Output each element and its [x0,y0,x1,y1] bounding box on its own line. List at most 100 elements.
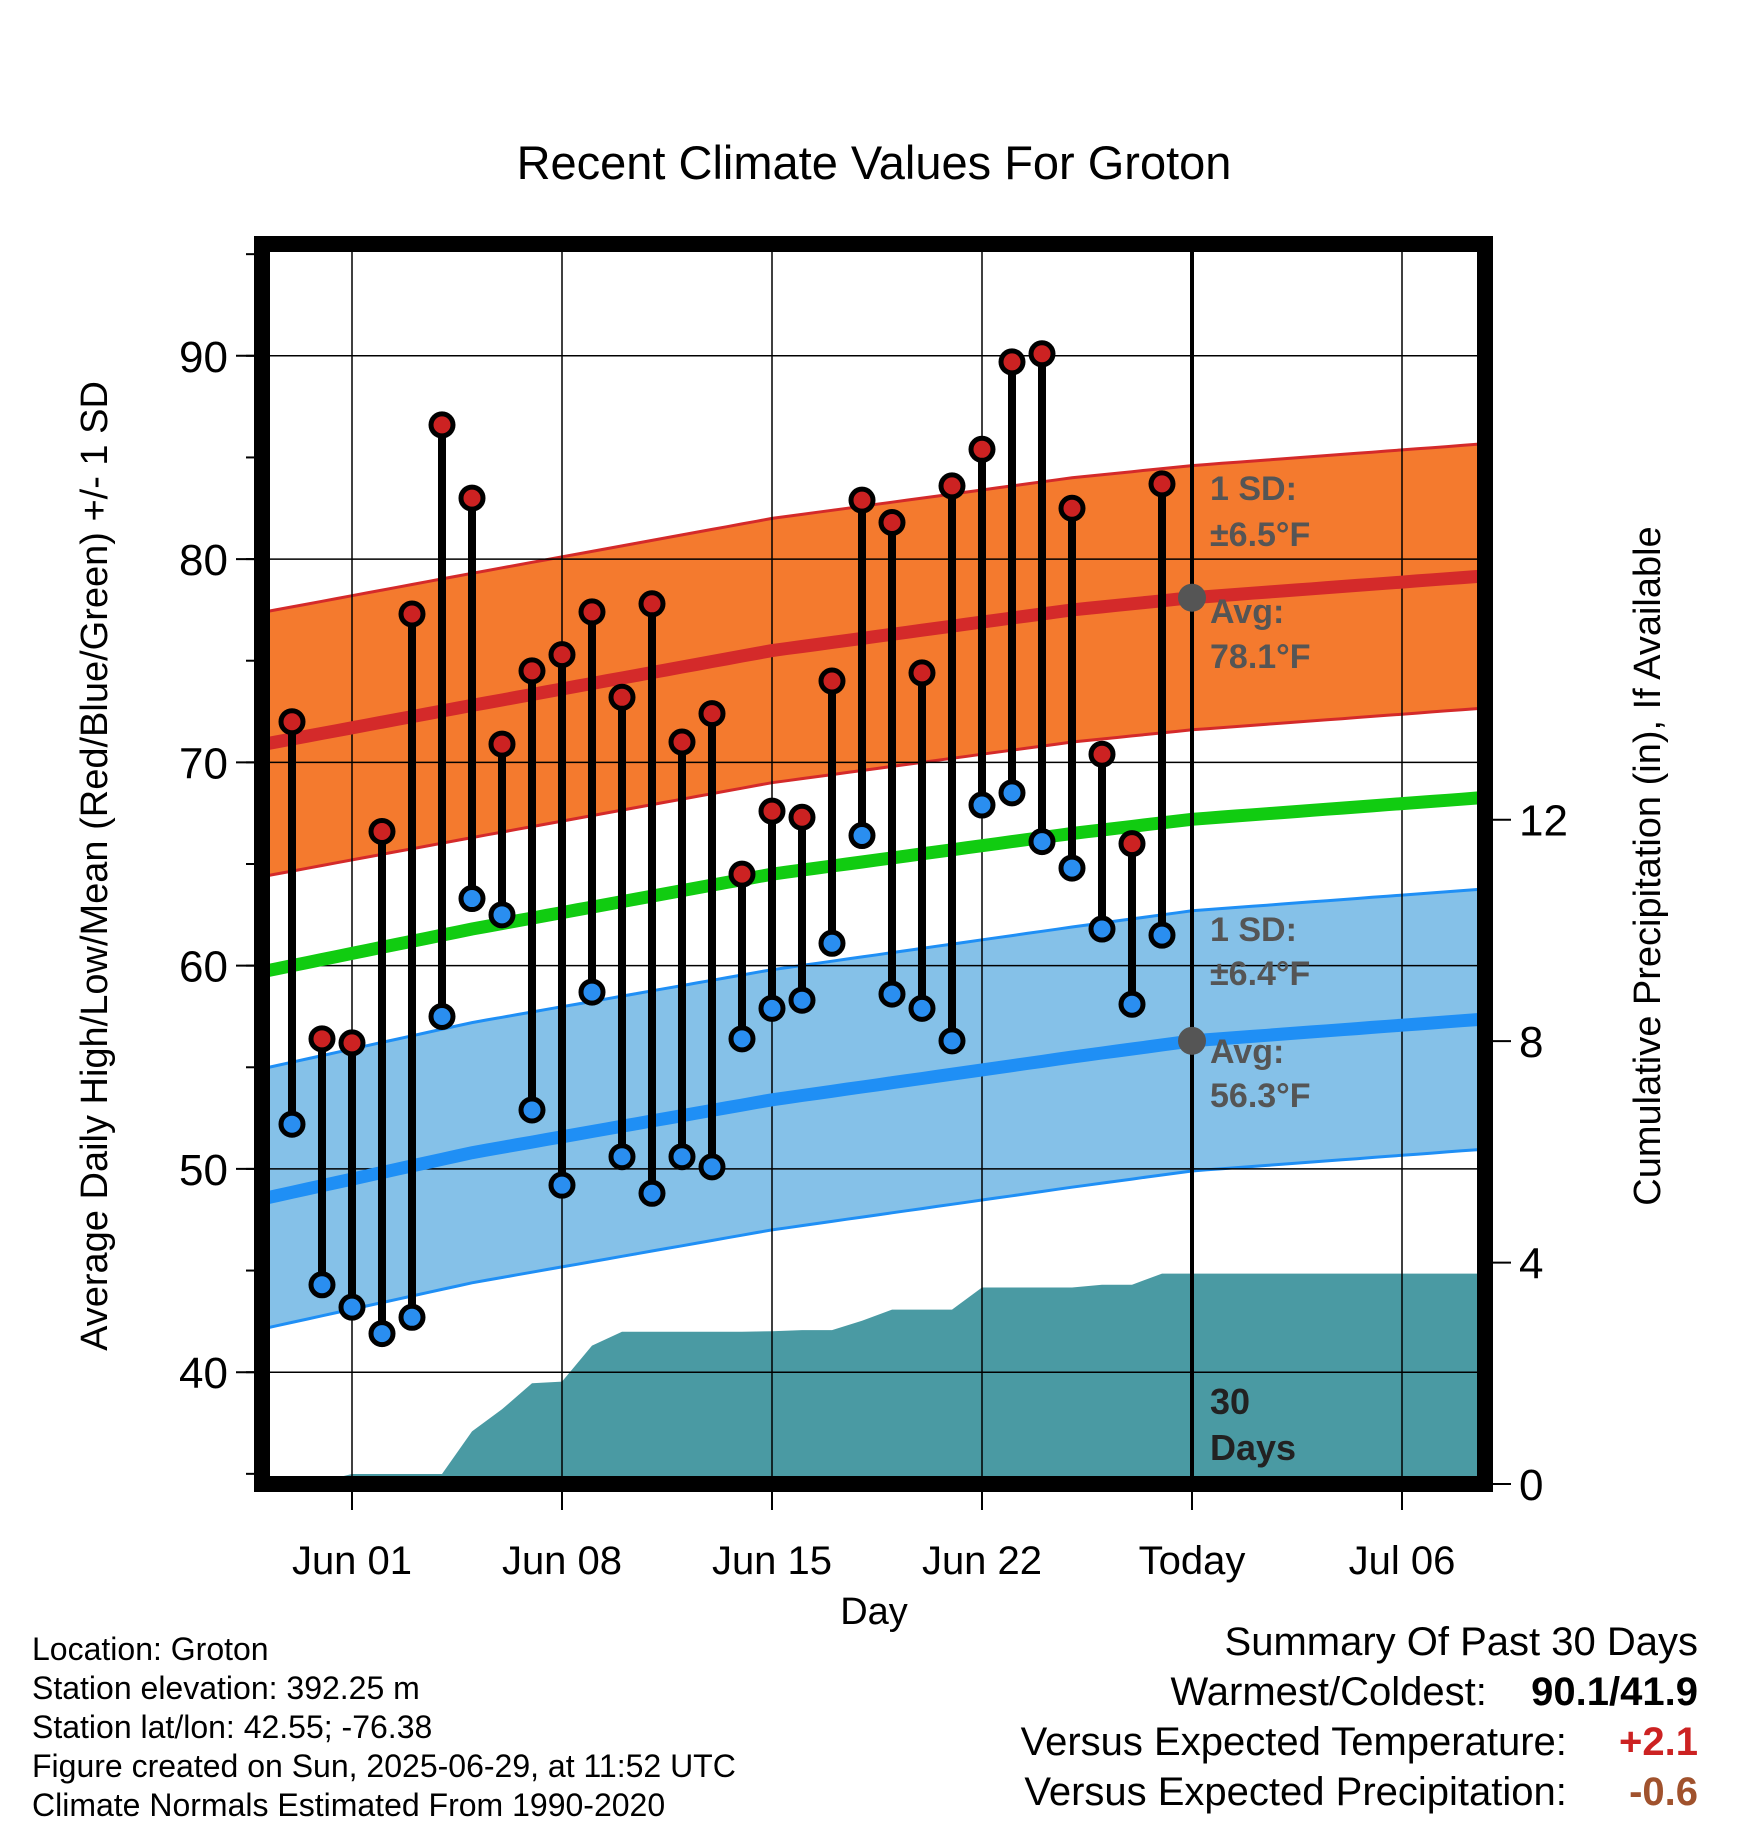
x-tick-label: Today [1139,1539,1246,1583]
daily-low-point [668,1143,696,1171]
daily-low-point [788,986,816,1014]
high-avg-label: Avg: [1210,593,1284,631]
low-sd-band-lower-edge [262,1147,1485,1331]
x-tick-label: Jul 06 [1349,1539,1456,1583]
daily-high-point [1088,740,1116,768]
daily-high-point [728,860,756,888]
y-axis-label-right: Cumulative Precipitation (in), If Availa… [1627,526,1669,1205]
y-tick-label-left: 90 [179,333,228,382]
daily-high-point [938,472,966,500]
high-sd-band [262,443,1485,877]
y-tick-label-left: 70 [179,739,228,788]
low-avg-value: 56.3°F [1210,1077,1311,1115]
daily-low-point [488,901,516,929]
x-tick-label: Jun 15 [712,1539,832,1583]
y-tick-label-right: 0 [1519,1461,1543,1510]
daily-high-point [1118,830,1146,858]
daily-high-point [488,730,516,758]
y-tick-label-left: 40 [179,1349,228,1398]
today-low-avg-marker [1178,1026,1206,1055]
low-sd-band [262,888,1485,1329]
summary-warmest-row: Warmest/Coldest: 90.1/41.9 [1021,1667,1699,1717]
daily-high-point [788,803,816,831]
summary-precip-row: Versus Expected Precipitation: -0.6 [1021,1767,1698,1817]
daily-low-point [428,1002,456,1030]
daily-low-point [908,994,936,1022]
x-tick-label: Jun 01 [292,1539,412,1583]
daily-high-point [758,797,786,825]
daily-high-point [278,708,306,736]
daily-high-point [428,411,456,439]
y-tick-label-right: 8 [1519,1018,1543,1067]
low-avg-label: Avg: [1210,1033,1284,1071]
plot-inner: 1 SD: ±6.5°F Avg: 78.1°F 1 SD: ±6.4°F Avg: 56.3… [262,244,1485,1484]
daily-high-point [1028,340,1056,368]
daily-high-point [338,1029,366,1057]
daily-high-point [908,659,936,687]
daily-high-point [968,435,996,463]
plot-area: 1 SD: ±6.5°F Avg: 78.1°F 1 SD: ±6.4°F Avg: 56.3… [179,236,1568,1583]
daily-high-point [848,486,876,514]
y-tick-label-left: 80 [179,536,228,585]
daily-high-point [608,683,636,711]
daily-high-point [368,817,396,845]
daily-low-point [518,1096,546,1124]
today-high-avg-marker [1178,583,1206,612]
x-axis-label: Day [840,1591,908,1633]
daily-high-point [1058,494,1086,522]
daily-low-point [1058,854,1086,882]
daily-high-point [548,641,576,669]
y-axis-label-left: Average Daily High/Low/Mean (Red/Blue/Gr… [74,381,116,1351]
summary-temp-label: Versus Expected Temperature: [1020,1720,1567,1764]
footer-info: Location: Groton Station elevation: 392.… [32,1630,736,1825]
daily-low-point [968,791,996,819]
daily-high-point [398,600,426,628]
daily-low-point [338,1293,366,1321]
normal-low-line [262,1012,1485,1206]
daily-low-point [398,1303,426,1331]
daily-low-point [368,1320,396,1348]
daily-high-point [668,728,696,756]
summary-temp-value: +2.1 [1619,1720,1698,1764]
daily-high-point [518,657,546,685]
high-sd-value: ±6.5°F [1210,516,1310,554]
daily-low-point [578,978,606,1006]
daily-low-point [638,1179,666,1207]
daily-high-point [578,598,606,626]
daily-low-point [608,1143,636,1171]
daily-low-point [938,1027,966,1055]
daily-low-point [818,929,846,957]
daily-low-point [548,1171,576,1199]
daily-high-point [998,348,1026,376]
daily-low-point [728,1025,756,1053]
footer-created: Figure created on Sun, 2025-06-29, at 11… [32,1748,736,1784]
daily-high-point [458,484,486,512]
footer-elevation: Station elevation: 392.25 m [32,1670,420,1706]
daily-low-point [1118,990,1146,1018]
summary-precip-value: -0.6 [1629,1770,1698,1814]
daily-low-point [1028,828,1056,856]
daily-low-point [278,1110,306,1138]
days-count-word: Days [1210,1427,1296,1468]
high-avg-value: 78.1°F [1210,638,1311,676]
daily-low-point [698,1153,726,1181]
daily-high-point [308,1025,336,1053]
daily-low-point [308,1271,336,1299]
summary-warmest-value: 90.1/41.9 [1531,1670,1698,1714]
daily-high-point [1148,470,1176,498]
y-tick-label-left: 50 [179,1146,228,1195]
high-sd-label: 1 SD: [1210,470,1297,508]
precipitation-area [262,1273,1485,1484]
daily-low-point [1088,915,1116,943]
low-sd-label: 1 SD: [1210,911,1297,949]
daily-low-point [998,779,1026,807]
y-tick-label-right: 12 [1519,797,1568,846]
daily-high-point [638,590,666,618]
summary-precip-label: Versus Expected Precipitation: [1024,1770,1567,1814]
summary-title: Summary Of Past 30 Days [1224,1620,1698,1664]
days-count-number: 30 [1210,1381,1250,1422]
daily-low-point [758,994,786,1022]
chart-title: Recent Climate Values For Groton [517,136,1232,189]
daily-high-point [878,508,906,536]
